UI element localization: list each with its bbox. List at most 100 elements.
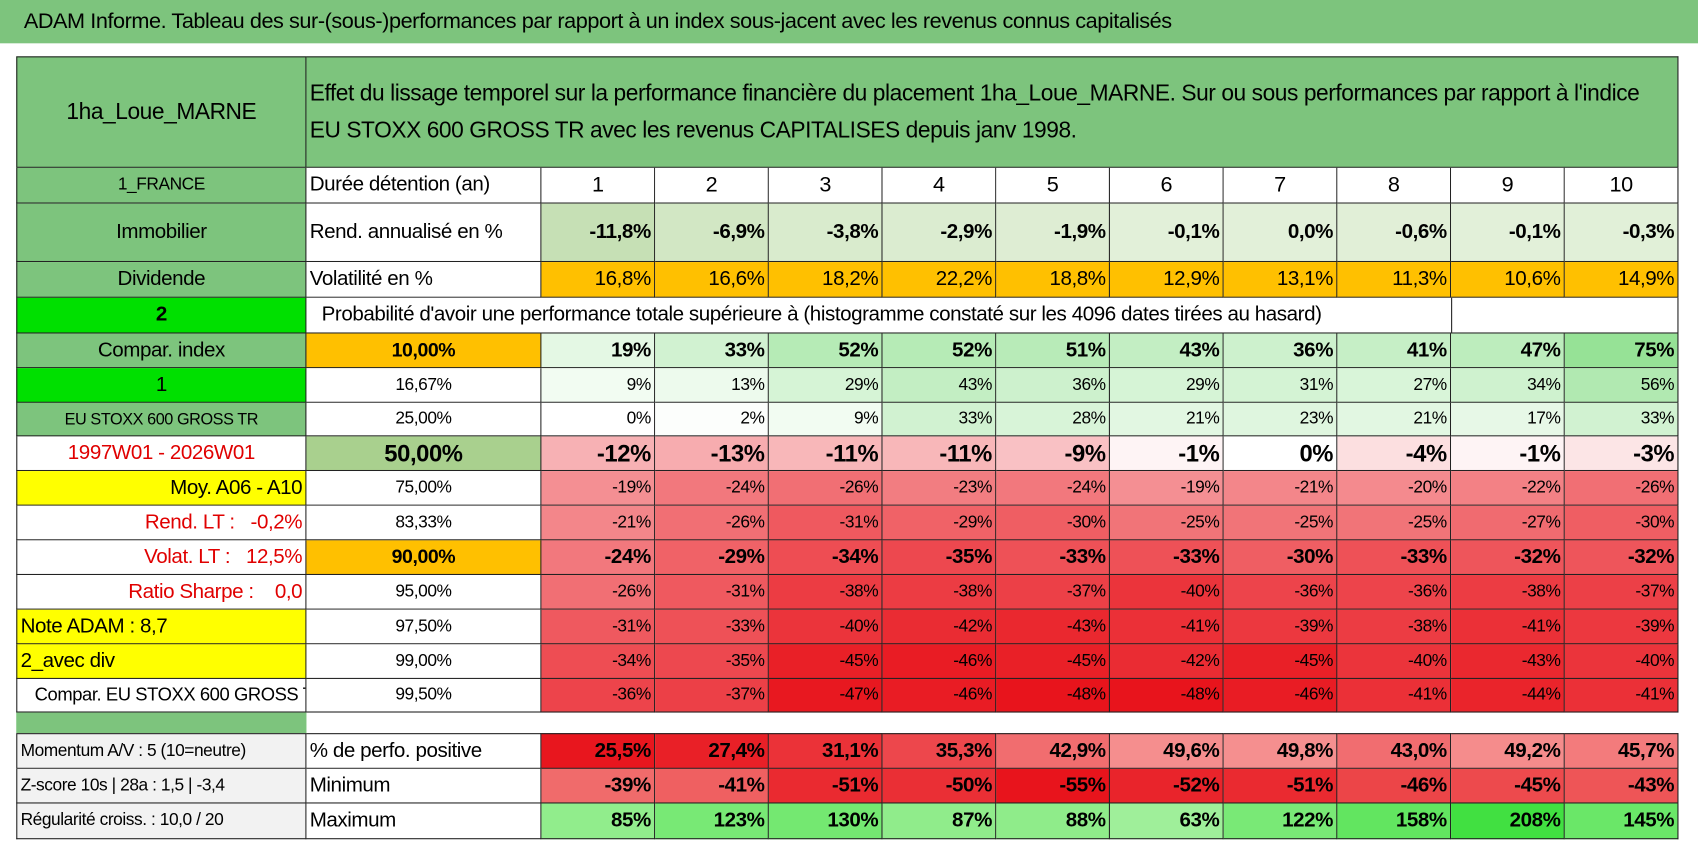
stat-value: -43% — [1564, 768, 1679, 804]
value-cell: -29% — [882, 505, 997, 541]
row-measure: Volatilité en % — [306, 262, 542, 298]
value-cell: -36% — [1337, 575, 1452, 610]
value-cell: 10,6% — [1451, 262, 1565, 298]
value-cell: -37% — [655, 678, 769, 713]
value-cell: -0,6% — [1337, 203, 1452, 263]
value-cell: -27% — [1451, 505, 1565, 541]
row-label: 2_avec div — [16, 644, 307, 679]
row-label: 1997W01 - 2026W01 — [16, 436, 307, 472]
row-measure: 83,33% — [306, 505, 542, 541]
row-label: Rend. LT : -0,2% — [16, 505, 307, 541]
value-cell: -46% — [1223, 678, 1338, 713]
value-cell: 56% — [1564, 368, 1679, 403]
row-label: 2 — [16, 297, 307, 334]
value-cell: -36% — [541, 678, 656, 713]
value-cell: 11,3% — [1337, 262, 1452, 298]
value-cell: -46% — [882, 644, 997, 679]
value-cell: 29% — [768, 368, 883, 403]
stat-value: 88% — [996, 803, 1110, 840]
value-cell: 18,2% — [768, 262, 883, 298]
value-cell: 33% — [882, 402, 997, 437]
value-cell: -32% — [1451, 540, 1565, 576]
row-measure: 50,00% — [306, 436, 542, 472]
value-cell: -11% — [768, 436, 883, 472]
value-cell: -29% — [655, 540, 769, 576]
section-heading: Probabilité d'avoir une performance tota… — [306, 297, 1452, 334]
report-title: ADAM Informe. Tableau des sur-(sous-)per… — [0, 0, 1698, 44]
value-cell: -32% — [1564, 540, 1679, 576]
value-cell: -21% — [541, 505, 656, 541]
value-cell: -41% — [1451, 609, 1565, 645]
value-cell: 51% — [996, 333, 1110, 369]
stat-value: 145% — [1564, 803, 1679, 840]
row-measure: 97,50% — [306, 609, 542, 645]
row-label: Immobilier — [16, 203, 307, 263]
value-cell: -21% — [1223, 471, 1338, 506]
value-cell: 41% — [1337, 333, 1452, 369]
holding-years: 4 — [882, 167, 997, 204]
value-cell: -39% — [1223, 609, 1338, 645]
row-label: 1 — [16, 368, 307, 403]
stat-measure: Minimum — [306, 768, 542, 804]
stat-value: 31,1% — [768, 733, 883, 769]
value-cell: -23% — [882, 471, 997, 506]
stat-value: 85% — [541, 803, 656, 840]
value-cell: 27% — [1337, 368, 1452, 403]
value-cell: -6,9% — [655, 203, 769, 263]
value-cell: 12,9% — [1109, 262, 1224, 298]
value-cell: -30% — [1223, 540, 1338, 576]
value-cell: -33% — [996, 540, 1110, 576]
value-cell: -33% — [1109, 540, 1224, 576]
value-cell: 16,6% — [655, 262, 769, 298]
value-cell: -11% — [882, 436, 997, 472]
holding-years: 2 — [655, 167, 769, 204]
value-cell: -3% — [1564, 436, 1679, 472]
value-cell: 0,0% — [1223, 203, 1338, 263]
value-cell: -2,9% — [882, 203, 997, 263]
row-label: EU STOXX 600 GROSS TR — [16, 402, 307, 437]
value-cell: -40% — [1109, 575, 1224, 610]
value-cell: -20% — [1337, 471, 1452, 506]
separator — [16, 712, 307, 734]
holding-years: 8 — [1337, 167, 1452, 204]
value-cell: -38% — [768, 575, 883, 610]
value-cell: 9% — [541, 368, 656, 403]
stat-value: -45% — [1451, 768, 1565, 804]
value-cell: -25% — [1223, 505, 1338, 541]
value-cell: -45% — [996, 644, 1110, 679]
value-cell: -26% — [1564, 471, 1679, 506]
row-measure: 90,00% — [306, 540, 542, 576]
row-label: Volat. LT : 12,5% — [16, 540, 307, 576]
value-cell: -45% — [768, 644, 883, 679]
value-cell: -11,8% — [541, 203, 656, 263]
empty-cell — [1451, 297, 1679, 334]
value-cell: -38% — [882, 575, 997, 610]
row-measure: Durée détention (an) — [306, 167, 542, 204]
value-cell: 33% — [655, 333, 769, 369]
value-cell: -30% — [1564, 505, 1679, 541]
value-cell: 43% — [882, 368, 997, 403]
value-cell: -26% — [655, 505, 769, 541]
row-label: Compar. index — [16, 333, 307, 369]
row-label: Note ADAM : 8,7 — [16, 609, 307, 645]
value-cell: 36% — [996, 368, 1110, 403]
value-cell: 9% — [768, 402, 883, 437]
value-cell: 36% — [1223, 333, 1338, 369]
value-cell: -35% — [882, 540, 997, 576]
stat-value: 208% — [1451, 803, 1565, 840]
value-cell: -48% — [996, 678, 1110, 713]
row-measure: 95,00% — [306, 575, 542, 610]
value-cell: -43% — [996, 609, 1110, 645]
stat-value: -51% — [1223, 768, 1338, 804]
value-cell: 23% — [1223, 402, 1338, 437]
value-cell: 13,1% — [1223, 262, 1338, 298]
value-cell: -33% — [655, 609, 769, 645]
value-cell: -42% — [882, 609, 997, 645]
row-measure: Rend. annualisé en % — [306, 203, 542, 263]
value-cell: 22,2% — [882, 262, 997, 298]
value-cell: -41% — [1337, 678, 1452, 713]
stat-measure: Maximum — [306, 803, 542, 840]
value-cell: -41% — [1109, 609, 1224, 645]
row-measure: 10,00% — [306, 333, 542, 369]
row-label: Ratio Sharpe : 0,0 — [16, 575, 307, 610]
